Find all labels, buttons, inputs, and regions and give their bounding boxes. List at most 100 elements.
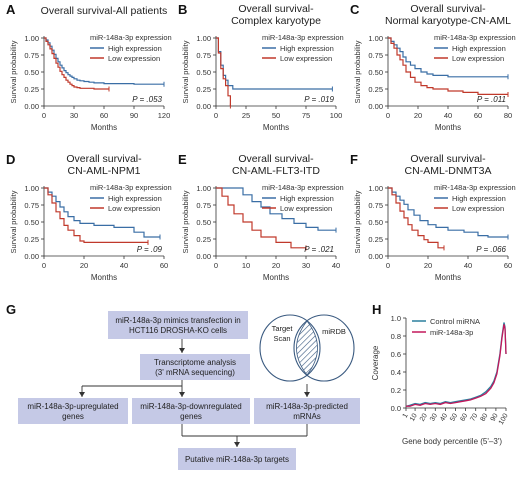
y-tick-label: 0.75 — [368, 51, 383, 60]
km-panel-b: B Overall survival-Complex karyotype0.000… — [178, 2, 344, 132]
x-tick-label: 30 — [70, 111, 78, 120]
x-tick-label: 0 — [214, 111, 218, 120]
y-axis-label: Survival probability — [353, 40, 362, 103]
box-label-predicted: miR-148a-3p-predicted — [266, 402, 348, 411]
y-tick-label: 0.25 — [196, 235, 211, 244]
y-tick-label: 0.00 — [24, 252, 39, 261]
x-tick-label: 90 — [490, 412, 500, 422]
km-curve-low — [388, 187, 444, 249]
km-curve-low — [388, 37, 508, 95]
box-label-downregulated: genes — [180, 412, 202, 421]
km-curve-high — [388, 37, 508, 78]
y-axis-label: Survival probability — [353, 190, 362, 253]
y-axis-label: Survival probability — [9, 190, 18, 253]
x-axis-label: Months — [263, 123, 289, 132]
km-curve-low — [44, 37, 109, 90]
box-predicted — [254, 398, 360, 424]
legend-title: miR-148a-3p expression — [434, 33, 516, 42]
y-tick-label: 0.50 — [24, 68, 39, 77]
box-label-mimics: miR-148a-3p mimics transfection in — [115, 316, 240, 325]
x-tick-label: 40 — [332, 261, 340, 270]
y-tick-label: 0.50 — [24, 218, 39, 227]
arrow-to-downregulated-head — [179, 392, 185, 397]
arrow-to-targets-head — [234, 442, 240, 447]
venn-left-label: Target — [272, 324, 294, 333]
x-axis-label: Months — [435, 123, 461, 132]
panel-title: CN-AML-DNMT3A — [405, 165, 492, 177]
x-tick-label: 60 — [100, 111, 108, 120]
panel-title: Overall survival- — [410, 153, 486, 165]
y-tick-label: 1.00 — [24, 184, 39, 193]
panel-title: Overall survival- — [238, 153, 314, 165]
box-label-transcriptome: (3' mRNA sequencing) — [155, 368, 235, 377]
y-tick-label: 0.4 — [391, 368, 401, 377]
box-targets — [178, 448, 296, 470]
km-panel-c: C Overall survival-Normal karyotype-CN-AM… — [350, 2, 516, 132]
km-panel-d: D Overall survival-CN-AML-NPM1 0.00 0.25 0.5… — [6, 152, 172, 282]
x-tick-label: 30 — [302, 261, 310, 270]
venn-right-label: miRDB — [322, 327, 346, 336]
x-tick-label: 30 — [429, 412, 439, 422]
legend-entry: High expression — [108, 194, 162, 203]
box-label-downregulated: miR-148a-3p-downregulated — [140, 402, 241, 411]
x-tick-label: 75 — [302, 111, 310, 120]
legend-entry: High expression — [452, 194, 506, 203]
y-tick-label: 1.0 — [391, 314, 401, 323]
y-tick-label: 0.75 — [24, 201, 39, 210]
x-tick-label: 1 — [402, 412, 410, 419]
y-tick-label: 1.00 — [196, 184, 211, 193]
p-value: P = .019 — [304, 95, 334, 104]
panel-letter: C — [350, 2, 360, 17]
km-panel-e: E Overall survival-CN-AML-FLT3-ITD 0.00 0.2… — [178, 152, 344, 282]
panel-title: CN-AML-NPM1 — [68, 165, 141, 177]
x-tick-label: 0 — [42, 111, 46, 120]
y-axis-label: Coverage — [371, 345, 380, 380]
panel-title: Normal karyotype-CN-AML — [385, 15, 511, 27]
y-tick-label: 0.8 — [391, 332, 401, 341]
y-axis-label: Survival probability — [181, 40, 190, 103]
x-tick-label: 10 — [242, 261, 250, 270]
panel-letter: F — [350, 152, 358, 167]
venn-left-label: Scan — [273, 334, 290, 343]
y-tick-label: 0.25 — [24, 235, 39, 244]
y-axis-label: Survival probability — [181, 190, 190, 253]
box-transcriptome — [140, 354, 250, 380]
x-tick-label: 60 — [459, 412, 469, 422]
x-tick-label: 0 — [386, 261, 390, 270]
y-tick-label: 0.50 — [196, 218, 211, 227]
panel-letter: G — [6, 302, 16, 317]
box-label-mimics: HCT116 DROSHA-KO cells — [129, 326, 227, 335]
x-axis-label: Months — [91, 123, 117, 132]
y-tick-label: 0.50 — [368, 68, 383, 77]
x-tick-label: 60 — [504, 261, 512, 270]
x-tick-label: 120 — [158, 111, 171, 120]
panel-title: CN-AML-FLT3-ITD — [232, 165, 320, 177]
y-tick-label: 0.25 — [368, 85, 383, 94]
legend-entry: High expression — [280, 44, 334, 53]
legend-entry: High expression — [452, 44, 506, 53]
y-tick-label: 0.6 — [391, 350, 401, 359]
arrow-venn-predicted-head — [304, 392, 310, 397]
legend-title: miR-148a-3p expression — [262, 183, 344, 192]
panel-title: Overall survival-All patients — [41, 5, 168, 17]
y-tick-label: 0.50 — [196, 68, 211, 77]
panel-letter: A — [6, 2, 16, 17]
box-label-upregulated: genes — [62, 412, 84, 421]
x-tick-label: 80 — [504, 111, 512, 120]
x-tick-label: 60 — [474, 111, 482, 120]
legend-entry: High expression — [108, 44, 162, 53]
p-value: P = .011 — [477, 95, 506, 104]
y-tick-label: 0.75 — [24, 51, 39, 60]
x-tick-label: 60 — [160, 261, 168, 270]
y-tick-label: 0.25 — [24, 85, 39, 94]
y-tick-label: 1.00 — [368, 184, 383, 193]
panel-title: Overall survival- — [66, 153, 142, 165]
box-upregulated — [18, 398, 128, 424]
x-tick-label: 0 — [42, 261, 46, 270]
x-tick-label: 25 — [242, 111, 250, 120]
legend-entry: Control miRNA — [430, 317, 480, 326]
km-curve-high — [388, 187, 508, 238]
x-tick-label: 40 — [444, 111, 452, 120]
box-downregulated — [132, 398, 250, 424]
y-tick-label: 1.00 — [368, 34, 383, 43]
